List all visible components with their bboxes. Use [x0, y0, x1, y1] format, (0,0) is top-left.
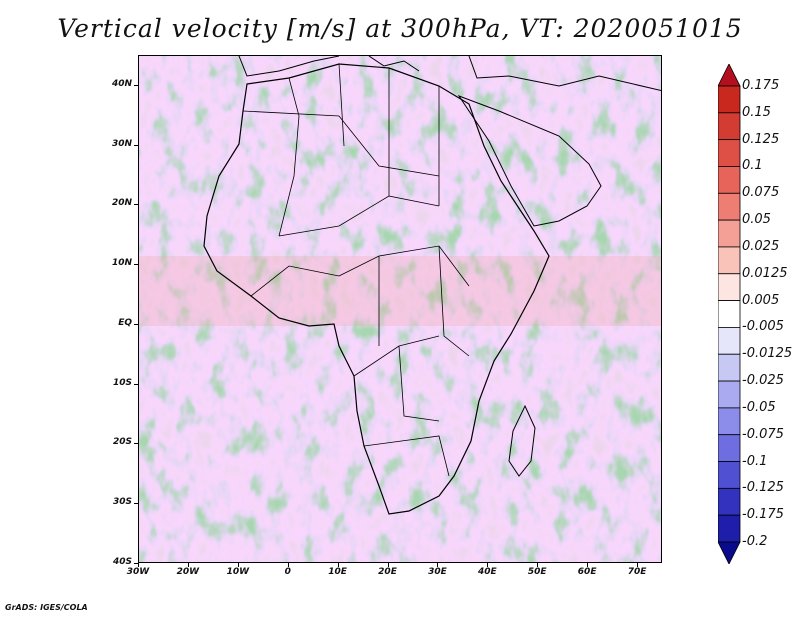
colorbar-label: -0.125: [742, 480, 784, 496]
colorbar-label: 0.005: [742, 292, 780, 308]
lat-tick-label: 40N: [111, 78, 132, 89]
lon-tick-label: 20W: [176, 567, 200, 577]
colorbar-label: 0.05: [742, 212, 771, 228]
colorbar-band: [718, 273, 741, 301]
madagascar-coastline: [508, 404, 536, 477]
colorbar-band: [718, 300, 741, 328]
lon-tick-mark: [437, 563, 439, 567]
colorbar-label: 0.15: [742, 104, 771, 120]
colorbar: [718, 64, 741, 564]
lat-tick-mark: [134, 144, 138, 146]
lat-tick-mark: [134, 503, 138, 505]
lon-tick-mark: [187, 563, 189, 567]
colorbar-band: [718, 461, 741, 489]
colorbar-band: [718, 514, 741, 543]
velocity-shading: [139, 56, 661, 562]
itcz-band: [139, 256, 661, 326]
colorbar-band: [718, 327, 741, 355]
colorbar-label: 0.025: [742, 238, 780, 254]
colorbar-label: 0.125: [742, 131, 780, 147]
colorbar-band: [718, 139, 741, 167]
colorbar-label: 0.075: [742, 185, 780, 201]
colorbar-band: [718, 434, 741, 462]
lat-tick-mark: [134, 443, 138, 445]
lat-tick-mark: [134, 264, 138, 266]
lon-tick-mark: [337, 563, 339, 567]
colorbar-band: [718, 192, 741, 221]
colorbar-label: -0.0125: [742, 346, 793, 362]
europe-coastline: [238, 56, 661, 92]
lon-tick-label: 50E: [527, 567, 547, 577]
lon-tick-label: 30E: [428, 567, 447, 577]
lon-tick-mark: [138, 563, 139, 567]
lon-tick-label: 40E: [477, 567, 497, 577]
africa-coastline: [203, 63, 550, 515]
lat-tick-mark: [134, 323, 138, 325]
arabia-coastline: [457, 94, 602, 227]
lon-tick-mark: [587, 563, 589, 567]
colorbar-band: [718, 219, 741, 248]
colorbar-band: [718, 487, 741, 516]
lon-tick-mark: [537, 563, 539, 567]
country-borders: [242, 63, 470, 477]
colorbar-band: [718, 85, 741, 114]
colorbar-label: -0.05: [742, 399, 776, 415]
grads-credit: GrADS: IGES/COLA: [5, 603, 88, 612]
lon-tick-label: 10W: [226, 567, 250, 577]
lon-tick-label: 0: [284, 567, 291, 577]
lat-tick-mark: [134, 563, 138, 564]
colorbar-band: [718, 353, 741, 382]
colorbar-label: -0.2: [742, 534, 768, 549]
colorbar-band: [718, 246, 741, 275]
colorbar-label: -0.025: [742, 373, 784, 389]
lon-tick-mark: [387, 563, 389, 567]
lat-tick-label: EQ: [118, 317, 132, 328]
lat-tick-label: 20S: [112, 437, 132, 448]
lon-tick-mark: [487, 563, 489, 567]
colorbar-label: -0.005: [742, 319, 784, 335]
colorbar-band: [718, 166, 741, 194]
lat-tick-label: 30S: [112, 497, 132, 508]
velocity-field-map: [139, 56, 661, 562]
lat-tick-mark: [134, 84, 138, 86]
map-title: Vertical velocity [m/s] at 300hPa, VT: 2…: [57, 14, 743, 43]
lat-tick-label: 20N: [111, 198, 132, 209]
colorbar-max-arrow: [718, 64, 741, 87]
lon-tick-mark: [637, 563, 639, 567]
lon-tick-label: 30W: [126, 567, 150, 577]
lon-tick-mark: [287, 563, 289, 567]
lon-tick-label: 70E: [627, 567, 647, 577]
colorbar-label: -0.1: [742, 453, 768, 469]
lat-tick-label: 10S: [112, 377, 132, 388]
colorbar-label: -0.175: [742, 507, 784, 523]
lat-tick-label: 30N: [111, 138, 132, 149]
colorbar-band: [718, 112, 741, 141]
lon-tick-label: 60E: [577, 567, 597, 577]
colorbar-label: 0.0125: [742, 265, 788, 281]
lon-tick-mark: [237, 563, 239, 567]
lon-tick-label: 10E: [328, 567, 347, 577]
colorbar-label: -0.075: [742, 426, 784, 442]
colorbar-label: 0.1: [742, 158, 763, 174]
map-plot-area: [138, 55, 662, 563]
colorbar-band: [718, 380, 741, 409]
colorbar-min-arrow: [718, 541, 741, 564]
lat-tick-mark: [134, 204, 138, 206]
lon-tick-label: 20E: [378, 567, 397, 577]
lat-tick-label: 40S: [112, 557, 132, 567]
lat-tick-mark: [134, 383, 138, 385]
colorbar-label: 0.175: [742, 78, 780, 93]
colorbar-band: [718, 407, 741, 436]
lat-tick-label: 10N: [111, 258, 132, 269]
